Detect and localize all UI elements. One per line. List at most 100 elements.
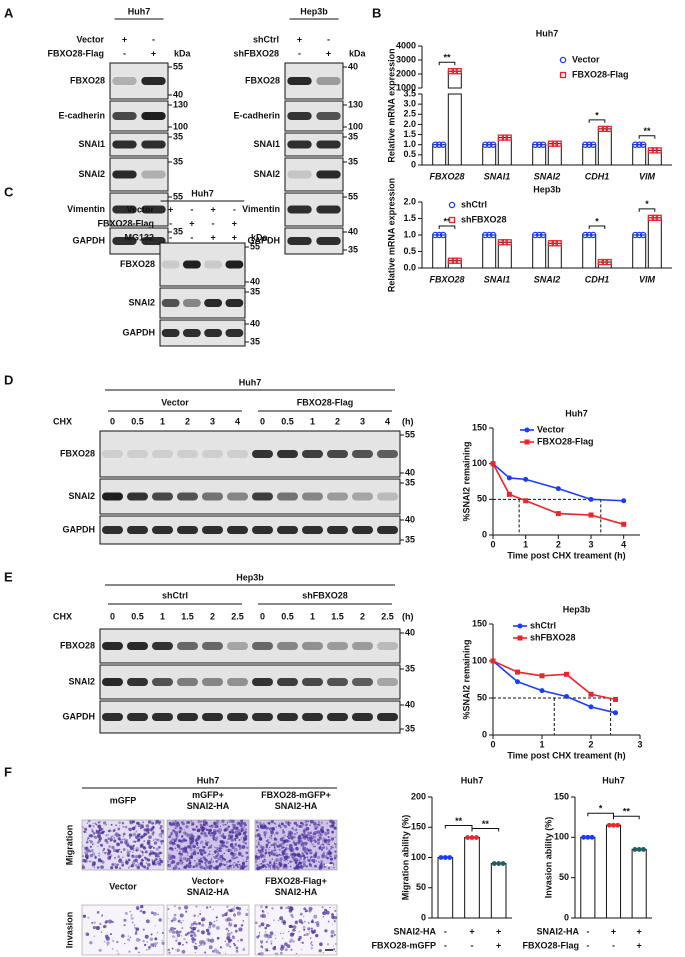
cell	[309, 852, 311, 855]
row-label: GAPDH	[62, 711, 95, 721]
cell	[272, 843, 276, 847]
cell	[110, 835, 112, 837]
cell	[130, 864, 134, 868]
row-label: GAPDH	[72, 235, 105, 245]
cell	[173, 927, 176, 930]
cell	[187, 852, 189, 854]
cell	[306, 847, 309, 851]
cell	[215, 860, 219, 863]
cell	[152, 851, 156, 855]
cell	[330, 930, 335, 935]
cell	[84, 848, 87, 851]
data-point	[655, 147, 662, 154]
cell	[203, 851, 207, 854]
condition-sign: -	[233, 204, 236, 214]
y-tick-label: 0	[564, 912, 569, 922]
bar	[582, 234, 597, 269]
significance-bracket	[444, 825, 473, 829]
cell	[330, 934, 334, 938]
data-point	[551, 240, 558, 247]
cell	[325, 910, 330, 915]
cell	[141, 850, 144, 853]
cell	[295, 859, 298, 863]
cell	[89, 840, 91, 842]
band	[112, 112, 137, 120]
cell	[171, 848, 174, 850]
data-point	[435, 231, 443, 239]
cell	[92, 925, 97, 930]
panel-label: E	[4, 569, 13, 584]
cell	[332, 945, 334, 947]
band	[252, 492, 273, 501]
cell	[226, 860, 229, 863]
cell	[182, 861, 184, 863]
y-axis-label: %SNAI2 remaining	[461, 441, 471, 521]
cell	[178, 930, 182, 934]
y-axis-label: %SNAI2 remaining	[461, 639, 471, 719]
cell	[209, 860, 213, 864]
cell	[105, 823, 108, 826]
cell	[229, 945, 232, 948]
cell	[168, 929, 173, 933]
y-axis-label: Relative mRNA expression	[386, 178, 396, 292]
cell	[205, 858, 207, 861]
cell	[286, 844, 288, 846]
cell	[216, 829, 219, 833]
cell	[100, 865, 104, 869]
cell	[302, 925, 306, 929]
cell	[318, 866, 322, 870]
cell	[202, 827, 204, 829]
condition-sign: -	[152, 34, 155, 44]
marker-label: 35	[405, 723, 415, 733]
cell	[139, 844, 143, 847]
cell	[310, 942, 312, 945]
cell	[96, 911, 100, 914]
cell	[308, 933, 310, 935]
cell	[152, 942, 157, 947]
cell	[287, 930, 290, 933]
cell	[210, 858, 213, 861]
bar	[447, 260, 462, 269]
cell	[215, 856, 219, 860]
cell	[332, 948, 336, 951]
cell	[245, 855, 250, 859]
band	[227, 492, 248, 501]
cell	[89, 850, 92, 853]
cell	[255, 820, 259, 824]
band	[377, 450, 398, 458]
cell	[258, 932, 261, 934]
cell	[277, 841, 280, 843]
cell	[269, 867, 272, 870]
cell	[173, 913, 177, 917]
cell	[199, 856, 201, 859]
cell	[331, 830, 335, 834]
cell	[326, 846, 328, 848]
cell	[137, 854, 141, 858]
marker-label: 130	[348, 99, 363, 109]
cell	[184, 839, 188, 842]
cell	[93, 921, 97, 924]
cell	[319, 836, 323, 840]
cell	[214, 855, 217, 858]
significance-label: **	[443, 216, 451, 226]
cell	[299, 843, 301, 845]
cell	[191, 828, 195, 831]
data-point	[438, 855, 444, 860]
cell	[171, 854, 175, 859]
cell	[309, 857, 312, 859]
cell	[301, 852, 304, 855]
chart-title: Hep3b	[563, 604, 591, 614]
cell	[137, 863, 140, 865]
cell	[115, 831, 118, 835]
cell	[132, 851, 134, 854]
condition-sign: +	[496, 940, 501, 950]
band	[277, 642, 298, 650]
cell	[151, 845, 154, 848]
cell	[298, 841, 301, 844]
cell	[314, 845, 316, 848]
cell	[311, 918, 314, 921]
data-point	[505, 239, 512, 246]
cell	[273, 837, 277, 841]
column-label: mGFP+	[192, 790, 224, 800]
